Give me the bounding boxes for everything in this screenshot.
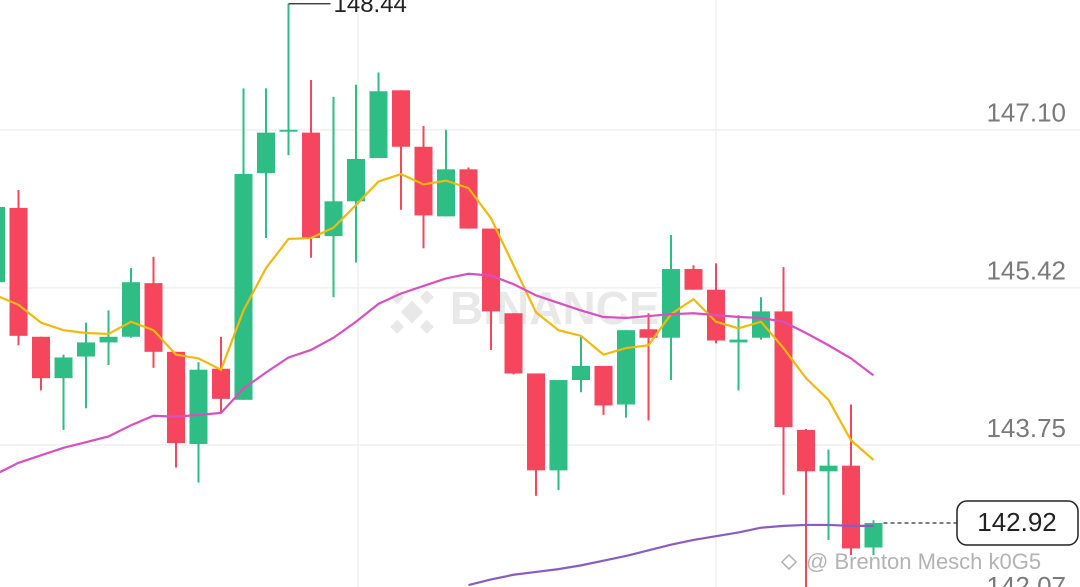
candle-body [774,311,793,428]
candle-body [414,146,433,216]
candle-body [77,342,95,357]
last-price-box [956,500,1079,546]
candle-body [684,269,703,290]
candle-body [819,465,838,472]
y-tick-label: 143.75 [986,413,1066,443]
footer-text: @ Brenton Mesch k0G5 [806,549,1041,574]
candle-body [234,174,253,400]
candle-body [572,365,590,381]
candle-body [122,282,140,337]
candle-body [527,373,545,471]
candle-body [617,330,635,405]
candle-body [639,329,658,338]
ma-line [468,523,874,587]
watermark-logo [390,290,434,334]
candle-body [459,169,478,229]
candle-body [797,429,815,472]
y-tick-label: 142.07 [986,571,1066,587]
candle-body [549,380,568,471]
candle-body [437,169,455,217]
candle-body [212,368,230,399]
candle-body [189,369,208,445]
candle-body [842,465,860,549]
last-price-label: 142.92 [977,507,1057,537]
candle-body [279,129,298,132]
footer: @ Brenton Mesch k0G5 [780,549,1041,574]
candle-body [324,201,343,237]
candle-body [729,339,748,343]
candle-body [99,336,118,343]
candle-body [482,228,500,312]
candle-body [662,269,680,338]
ma-line [0,272,875,474]
y-tick-label: 145.42 [986,256,1066,286]
candle-body [347,158,365,202]
y-tick-label: 147.10 [986,98,1066,128]
candle-body [9,207,28,336]
footer-icon [780,553,798,571]
candle-body [144,283,163,352]
candle-body [32,336,50,379]
candle-body [0,206,5,283]
candle-body [392,90,410,147]
candle-body [257,132,275,174]
candle-body [864,523,883,548]
ma-line [0,172,875,461]
candle-body [504,313,523,374]
candle-body [54,357,73,379]
candle-body [302,132,320,238]
candle-body [594,365,613,406]
candle-body [167,351,185,444]
max-label: 148.44 [334,0,407,18]
candle-body [369,91,388,159]
